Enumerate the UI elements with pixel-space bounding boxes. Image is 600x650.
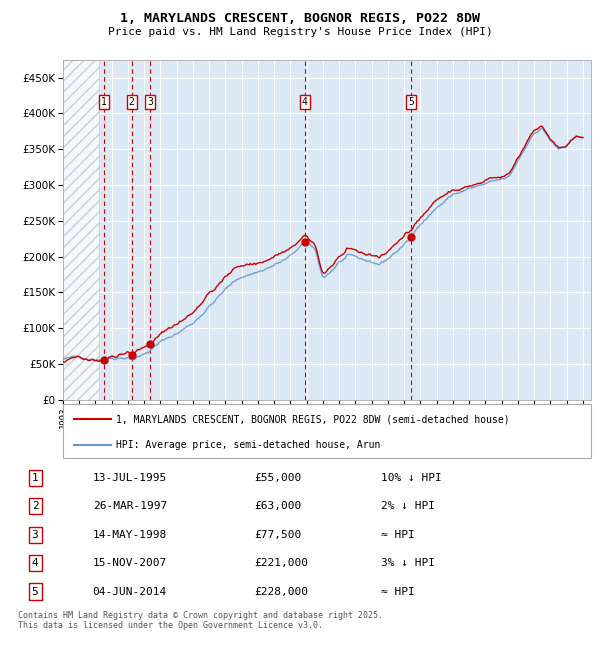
- Text: 1, MARYLANDS CRESCENT, BOGNOR REGIS, PO22 8DW (semi-detached house): 1, MARYLANDS CRESCENT, BOGNOR REGIS, PO2…: [116, 415, 509, 424]
- Text: 2: 2: [129, 98, 134, 107]
- Text: 10% ↓ HPI: 10% ↓ HPI: [380, 473, 442, 483]
- Text: £221,000: £221,000: [254, 558, 308, 568]
- Text: £63,000: £63,000: [254, 501, 301, 511]
- Text: 15-NOV-2007: 15-NOV-2007: [92, 558, 167, 568]
- Text: 26-MAR-1997: 26-MAR-1997: [92, 501, 167, 511]
- Text: 5: 5: [32, 586, 38, 597]
- Text: £77,500: £77,500: [254, 530, 301, 540]
- Text: 1, MARYLANDS CRESCENT, BOGNOR REGIS, PO22 8DW: 1, MARYLANDS CRESCENT, BOGNOR REGIS, PO2…: [120, 12, 480, 25]
- Text: 1: 1: [101, 98, 107, 107]
- Text: 13-JUL-1995: 13-JUL-1995: [92, 473, 167, 483]
- Text: Contains HM Land Registry data © Crown copyright and database right 2025.
This d: Contains HM Land Registry data © Crown c…: [18, 611, 383, 630]
- Text: 4: 4: [32, 558, 38, 568]
- Text: ≈ HPI: ≈ HPI: [380, 530, 415, 540]
- Text: ≈ HPI: ≈ HPI: [380, 586, 415, 597]
- Text: 2: 2: [32, 501, 38, 511]
- Text: 5: 5: [408, 98, 414, 107]
- Text: £55,000: £55,000: [254, 473, 301, 483]
- Text: 14-MAY-1998: 14-MAY-1998: [92, 530, 167, 540]
- Text: 04-JUN-2014: 04-JUN-2014: [92, 586, 167, 597]
- Text: 3: 3: [148, 98, 153, 107]
- Text: 4: 4: [302, 98, 308, 107]
- Text: 3: 3: [32, 530, 38, 540]
- Text: 2% ↓ HPI: 2% ↓ HPI: [380, 501, 434, 511]
- Text: 3% ↓ HPI: 3% ↓ HPI: [380, 558, 434, 568]
- Text: Price paid vs. HM Land Registry's House Price Index (HPI): Price paid vs. HM Land Registry's House …: [107, 27, 493, 37]
- Bar: [63, 60, 99, 400]
- Text: 1: 1: [32, 473, 38, 483]
- Text: £228,000: £228,000: [254, 586, 308, 597]
- Text: HPI: Average price, semi-detached house, Arun: HPI: Average price, semi-detached house,…: [116, 440, 380, 450]
